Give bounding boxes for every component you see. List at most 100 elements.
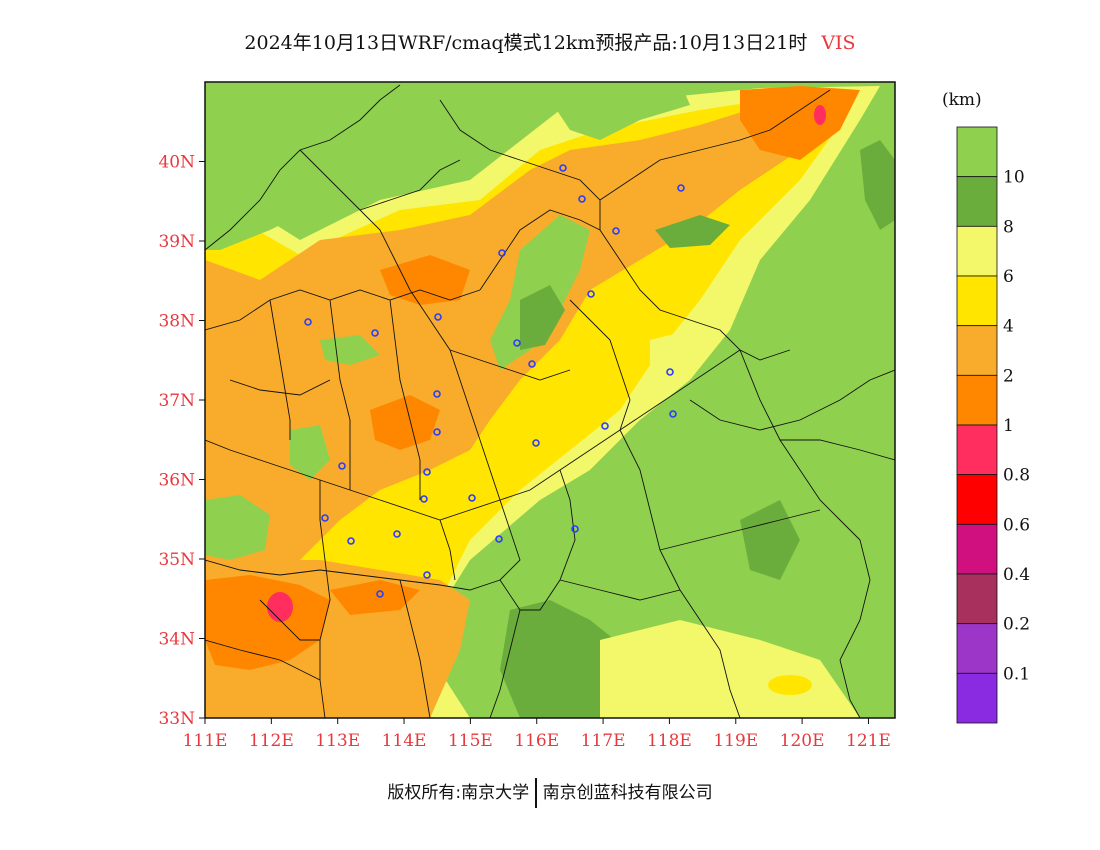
legend-label: 0.2 (1003, 615, 1030, 635)
lat-tick-label: 35N (158, 550, 195, 570)
copyright-left: 版权所有:南京大学 (387, 783, 530, 803)
legend-label: 8 (1003, 217, 1014, 237)
zone-red-spot-west (267, 592, 293, 622)
lon-tick-label: 111E (183, 731, 228, 751)
lon-tick-label: 121E (846, 731, 891, 751)
footer-separator (535, 778, 537, 808)
lon-tick-label: 119E (713, 731, 758, 751)
lat-tick-label: 40N (158, 153, 195, 173)
city-marker (338, 462, 346, 470)
zone-green-north (550, 82, 690, 140)
legend-swatch (956, 374, 998, 426)
legend-swatch (956, 126, 998, 178)
lat-tick-label: 38N (158, 312, 195, 332)
zone-green-east (700, 82, 895, 718)
zone-orange-northeast (740, 86, 860, 160)
legend-swatch (956, 573, 998, 625)
city-marker (393, 530, 401, 538)
zone-red-spot-northeast (814, 105, 826, 125)
legend-swatch (956, 176, 998, 227)
city-marker (498, 249, 506, 257)
lon-tick-label: 117E (581, 731, 626, 751)
lon-tick-label: 118E (647, 731, 692, 751)
zone-dark-green-coast (860, 140, 895, 230)
city-markers (304, 164, 685, 598)
city-marker (423, 468, 431, 476)
city-marker (559, 164, 567, 172)
administrative-boundaries (205, 84, 895, 718)
map-title: 2024年10月13日WRF/cmaq模式12km预报产品:10月13日21时 V… (0, 28, 1100, 55)
city-marker (601, 422, 609, 430)
legend-swatch (956, 672, 998, 724)
city-marker (571, 525, 579, 533)
city-marker (420, 495, 428, 503)
lon-tick-label: 113E (315, 731, 360, 751)
city-marker (495, 535, 503, 543)
legend-swatch (956, 523, 998, 575)
city-marker (321, 514, 329, 522)
lat-tick-label: 34N (158, 630, 195, 650)
copyright-right: 南京创蓝科技有限公司 (542, 783, 713, 803)
lon-tick-label: 114E (382, 731, 427, 751)
city-marker (578, 195, 586, 203)
city-marker (528, 360, 536, 368)
legend-label: 1 (1003, 416, 1014, 436)
legend-label: 0.6 (1003, 515, 1030, 535)
lon-tick-label: 112E (249, 731, 294, 751)
lat-tick-label: 36N (158, 471, 195, 491)
zone-orange-southwest (205, 575, 330, 670)
city-marker (433, 428, 441, 436)
zone-yellow-spot-south (768, 675, 812, 695)
zone-dark-green-ridge (655, 215, 730, 248)
legend-label: 0.1 (1003, 664, 1030, 684)
city-marker (376, 590, 384, 598)
title-variable: VIS (821, 32, 856, 54)
zone-green-northwest (205, 82, 440, 250)
zone-dark-green-shandong (740, 500, 800, 580)
city-marker (347, 537, 355, 545)
legend-swatch (956, 623, 998, 674)
lon-tick-label: 115E (448, 731, 493, 751)
visibility-field (205, 82, 895, 718)
city-marker (669, 410, 677, 418)
longitude-axis: 111E 112E 113E 114E 115E 116E 117E 118E 119E 120E… (183, 718, 891, 751)
city-marker (434, 313, 442, 321)
color-legend: 10 8 6 4 2 1 0.8 0.6 0.4 0.2 0.1 (956, 126, 1030, 724)
city-marker (371, 329, 379, 337)
zone-dark-green-basin (520, 285, 565, 350)
city-marker (587, 290, 595, 298)
legend-label: 6 (1003, 267, 1014, 287)
legend-swatch (956, 474, 998, 525)
legend-label: 4 (1003, 317, 1014, 337)
zone-green-west (205, 495, 270, 560)
legend-label: 0.4 (1003, 565, 1030, 585)
zone-orange-north (380, 255, 470, 305)
lon-tick-label: 120E (780, 731, 825, 751)
legend-label: 0.8 (1003, 466, 1030, 486)
zone-light-yellow-spot (650, 330, 700, 380)
city-marker (677, 184, 685, 192)
legend-label: 2 (1003, 366, 1014, 386)
zone-green-west-small (290, 425, 330, 480)
legend-swatch (956, 225, 998, 277)
legend-swatch (956, 275, 998, 327)
legend-swatch (956, 424, 998, 476)
city-marker (304, 318, 312, 326)
legend-unit: (km) (942, 90, 982, 110)
city-marker (666, 368, 674, 376)
latitude-axis: 40N 39N 38N 37N 36N 35N 34N 33N (158, 153, 205, 729)
zone-orange-south (330, 580, 420, 615)
zone-orange-central (370, 395, 440, 450)
legend-label: 10 (1003, 168, 1025, 188)
city-marker (532, 439, 540, 447)
lat-tick-label: 39N (158, 232, 195, 252)
lat-tick-label: 33N (158, 709, 195, 729)
title-main: 2024年10月13日WRF/cmaq模式12km预报产品:10月13日21时 (244, 32, 808, 54)
city-marker (423, 571, 431, 579)
legend-swatch (956, 325, 998, 376)
city-marker (468, 494, 476, 502)
lat-tick-label: 37N (158, 391, 195, 411)
city-marker (513, 339, 521, 347)
copyright-footer: 版权所有:南京大学 南京创蓝科技有限公司 (0, 778, 1100, 808)
